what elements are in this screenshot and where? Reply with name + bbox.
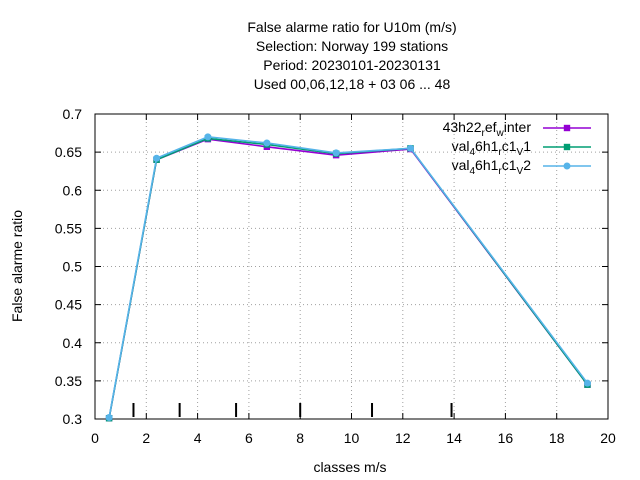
series-line [108,138,589,419]
legend-label-part: val [452,157,470,173]
legend-label-part: V [517,166,524,177]
y-tick-label: 0.4 [63,335,83,351]
axis-ticks: 0 2 4 6 8 10 12 14 16 18 200.30.350.40.450.50.550.… [55,106,616,446]
y-tick-label: 0.35 [55,373,82,389]
title-line: Selection: Norway 199 stations [256,38,448,54]
x-tick-label: 16 [498,430,514,446]
y-axis-label: False alarme ratio [9,210,25,322]
y-tick-label: 0.45 [55,297,82,313]
legend-label: val46h1rc1V1 [452,138,532,158]
data-point [583,379,591,387]
y-tick-label: 0.65 [55,144,82,160]
x-tick-label: 12 [395,430,411,446]
y-tick-label: 0.55 [55,220,82,236]
legend-label-part: r [498,166,502,177]
legend-label-part: inter [504,119,532,135]
y-tick-label: 0.5 [63,259,83,275]
legend-label: 43h22refwinter [443,119,532,139]
title-line: Used 00,06,12,18 + 03 06 ... 48 [254,76,451,92]
x-tick-label: 14 [446,430,462,446]
data-point [105,413,113,421]
legend-label: val46h1rc1V2 [452,157,532,177]
series [105,133,591,422]
data-point [406,144,414,152]
x-tick-label: 4 [194,430,202,446]
legend-marker [563,162,571,170]
legend-label-part: 6h1 [475,138,499,154]
x-axis-label: classes m/s [313,459,386,475]
x-tick-label: 6 [245,430,253,446]
legend-label-part: w [496,128,505,139]
title-line: False alarme ratio for U10m (m/s) [247,19,456,35]
y-tick-label: 0.6 [63,182,83,198]
legend-marker [563,124,571,132]
data-point [204,133,212,141]
x-tick-label: 8 [296,430,304,446]
data-point [332,149,340,157]
legend-label-part: r [482,128,486,139]
chart-title: False alarme ratio for U10m (m/s) Selecti… [247,19,456,92]
data-point [153,154,161,162]
x-tick-label: 0 [91,430,99,446]
title-line: Period: 20230101-20230131 [263,57,441,73]
legend-label-part: 6h1 [475,157,499,173]
legend-label-part: 2 [523,157,531,173]
y-tick-label: 0.7 [63,106,83,122]
y-tick-label: 0.3 [63,411,83,427]
x-tick-label: 20 [600,430,616,446]
legend-marker [563,143,571,151]
legend-label-part: c1 [502,157,517,173]
x-tick-label: 10 [344,430,360,446]
legend-label-part: 1 [523,138,531,154]
legend-label-part: V [517,147,524,158]
data-point [263,139,271,147]
series-line [108,136,589,418]
x-tick-label: 2 [142,430,150,446]
legend-label-part: val [452,138,470,154]
x-tick-label: 18 [549,430,565,446]
legend-label-part: r [498,147,502,158]
series-line [108,137,589,419]
legend-label-part: 4 [469,166,475,177]
legend-label-part: 43h22 [443,119,482,135]
legend-label-part: ef [485,119,497,135]
class-markers [132,403,453,417]
legend-label-part: 4 [469,147,475,158]
grid [95,114,608,419]
legend-label-part: c1 [502,138,517,154]
